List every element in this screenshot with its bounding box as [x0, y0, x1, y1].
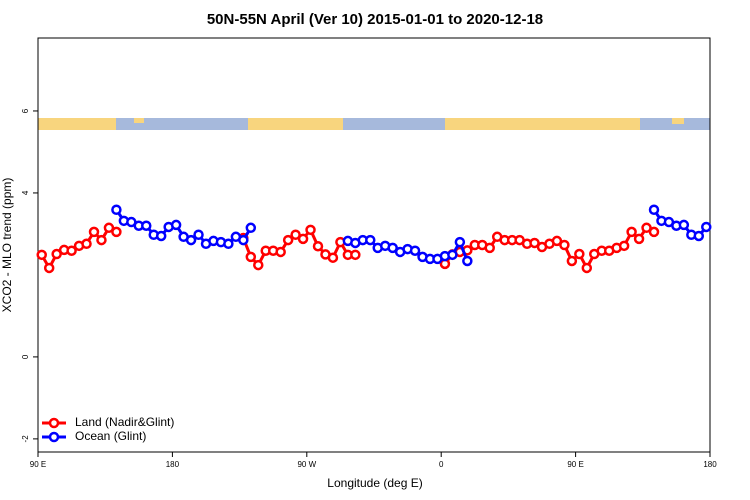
y-tick-label: 0	[21, 354, 30, 359]
data-point	[648, 204, 660, 215]
legend-label: Ocean (Glint)	[75, 429, 146, 443]
x-axis-label: Longitude (deg E)	[327, 476, 422, 490]
data-point	[551, 235, 563, 247]
data-point	[484, 242, 495, 254]
data-point	[633, 233, 645, 245]
plot-frame	[37, 37, 711, 453]
data-point	[282, 234, 294, 246]
data-point	[365, 234, 376, 246]
data-point	[245, 251, 257, 263]
data-point	[43, 262, 55, 274]
data-point	[238, 234, 249, 246]
data-point	[103, 222, 115, 234]
data-point	[170, 219, 182, 231]
y-tick-label: 6	[21, 108, 30, 113]
data-point	[454, 236, 466, 248]
data-point	[678, 219, 690, 231]
data-point	[701, 221, 712, 233]
data-point	[88, 226, 100, 238]
data-point	[559, 239, 570, 251]
data-point	[387, 242, 398, 254]
data-point	[626, 226, 637, 238]
data-point	[155, 230, 167, 242]
legend-marker	[48, 431, 60, 443]
data-point	[305, 224, 316, 236]
x-tick-label: 0	[439, 460, 444, 469]
x-tick-label: 180	[703, 460, 717, 469]
data-point	[581, 262, 593, 274]
data-point	[253, 259, 264, 271]
data-point	[648, 226, 660, 238]
data-point	[141, 220, 152, 231]
x-tick-label: 90 W	[297, 460, 316, 469]
data-point	[641, 222, 652, 234]
data-point	[245, 222, 257, 234]
data-point	[350, 249, 361, 261]
data-point	[290, 229, 301, 241]
data-point	[409, 245, 421, 256]
y-axis-label: XCO2 - MLO trend (ppm)	[0, 178, 14, 313]
data-point	[327, 252, 339, 263]
data-point	[447, 249, 458, 261]
data-point	[223, 238, 234, 250]
x-tick-label: 90 E	[30, 460, 46, 469]
data-point	[193, 229, 204, 241]
y-tick-label: -2	[21, 435, 30, 443]
data-point	[566, 255, 578, 267]
data-point	[185, 234, 197, 246]
data-point	[66, 245, 77, 256]
data-point	[96, 234, 107, 246]
chart-title: 50N-55N April (Ver 10) 2015-01-01 to 202…	[207, 11, 543, 28]
data-point	[81, 238, 92, 250]
legend-marker	[48, 417, 60, 429]
data-point	[462, 255, 473, 267]
data-point	[51, 248, 62, 260]
data-point	[312, 240, 324, 252]
data-point	[111, 204, 122, 215]
data-point	[693, 230, 705, 242]
data-point	[297, 233, 309, 245]
x-tick-label: 180	[166, 460, 180, 469]
y-tick-label: 4	[21, 190, 30, 195]
data-point	[529, 237, 540, 249]
data-point	[111, 226, 122, 238]
data-point	[36, 249, 47, 261]
data-point	[618, 240, 630, 252]
x-tick-label: 90 E	[567, 460, 583, 469]
land-ocean-strip	[38, 118, 710, 130]
data-point	[275, 246, 286, 258]
legend-label: Land (Nadir&Glint)	[75, 415, 174, 429]
data-point	[574, 248, 585, 260]
